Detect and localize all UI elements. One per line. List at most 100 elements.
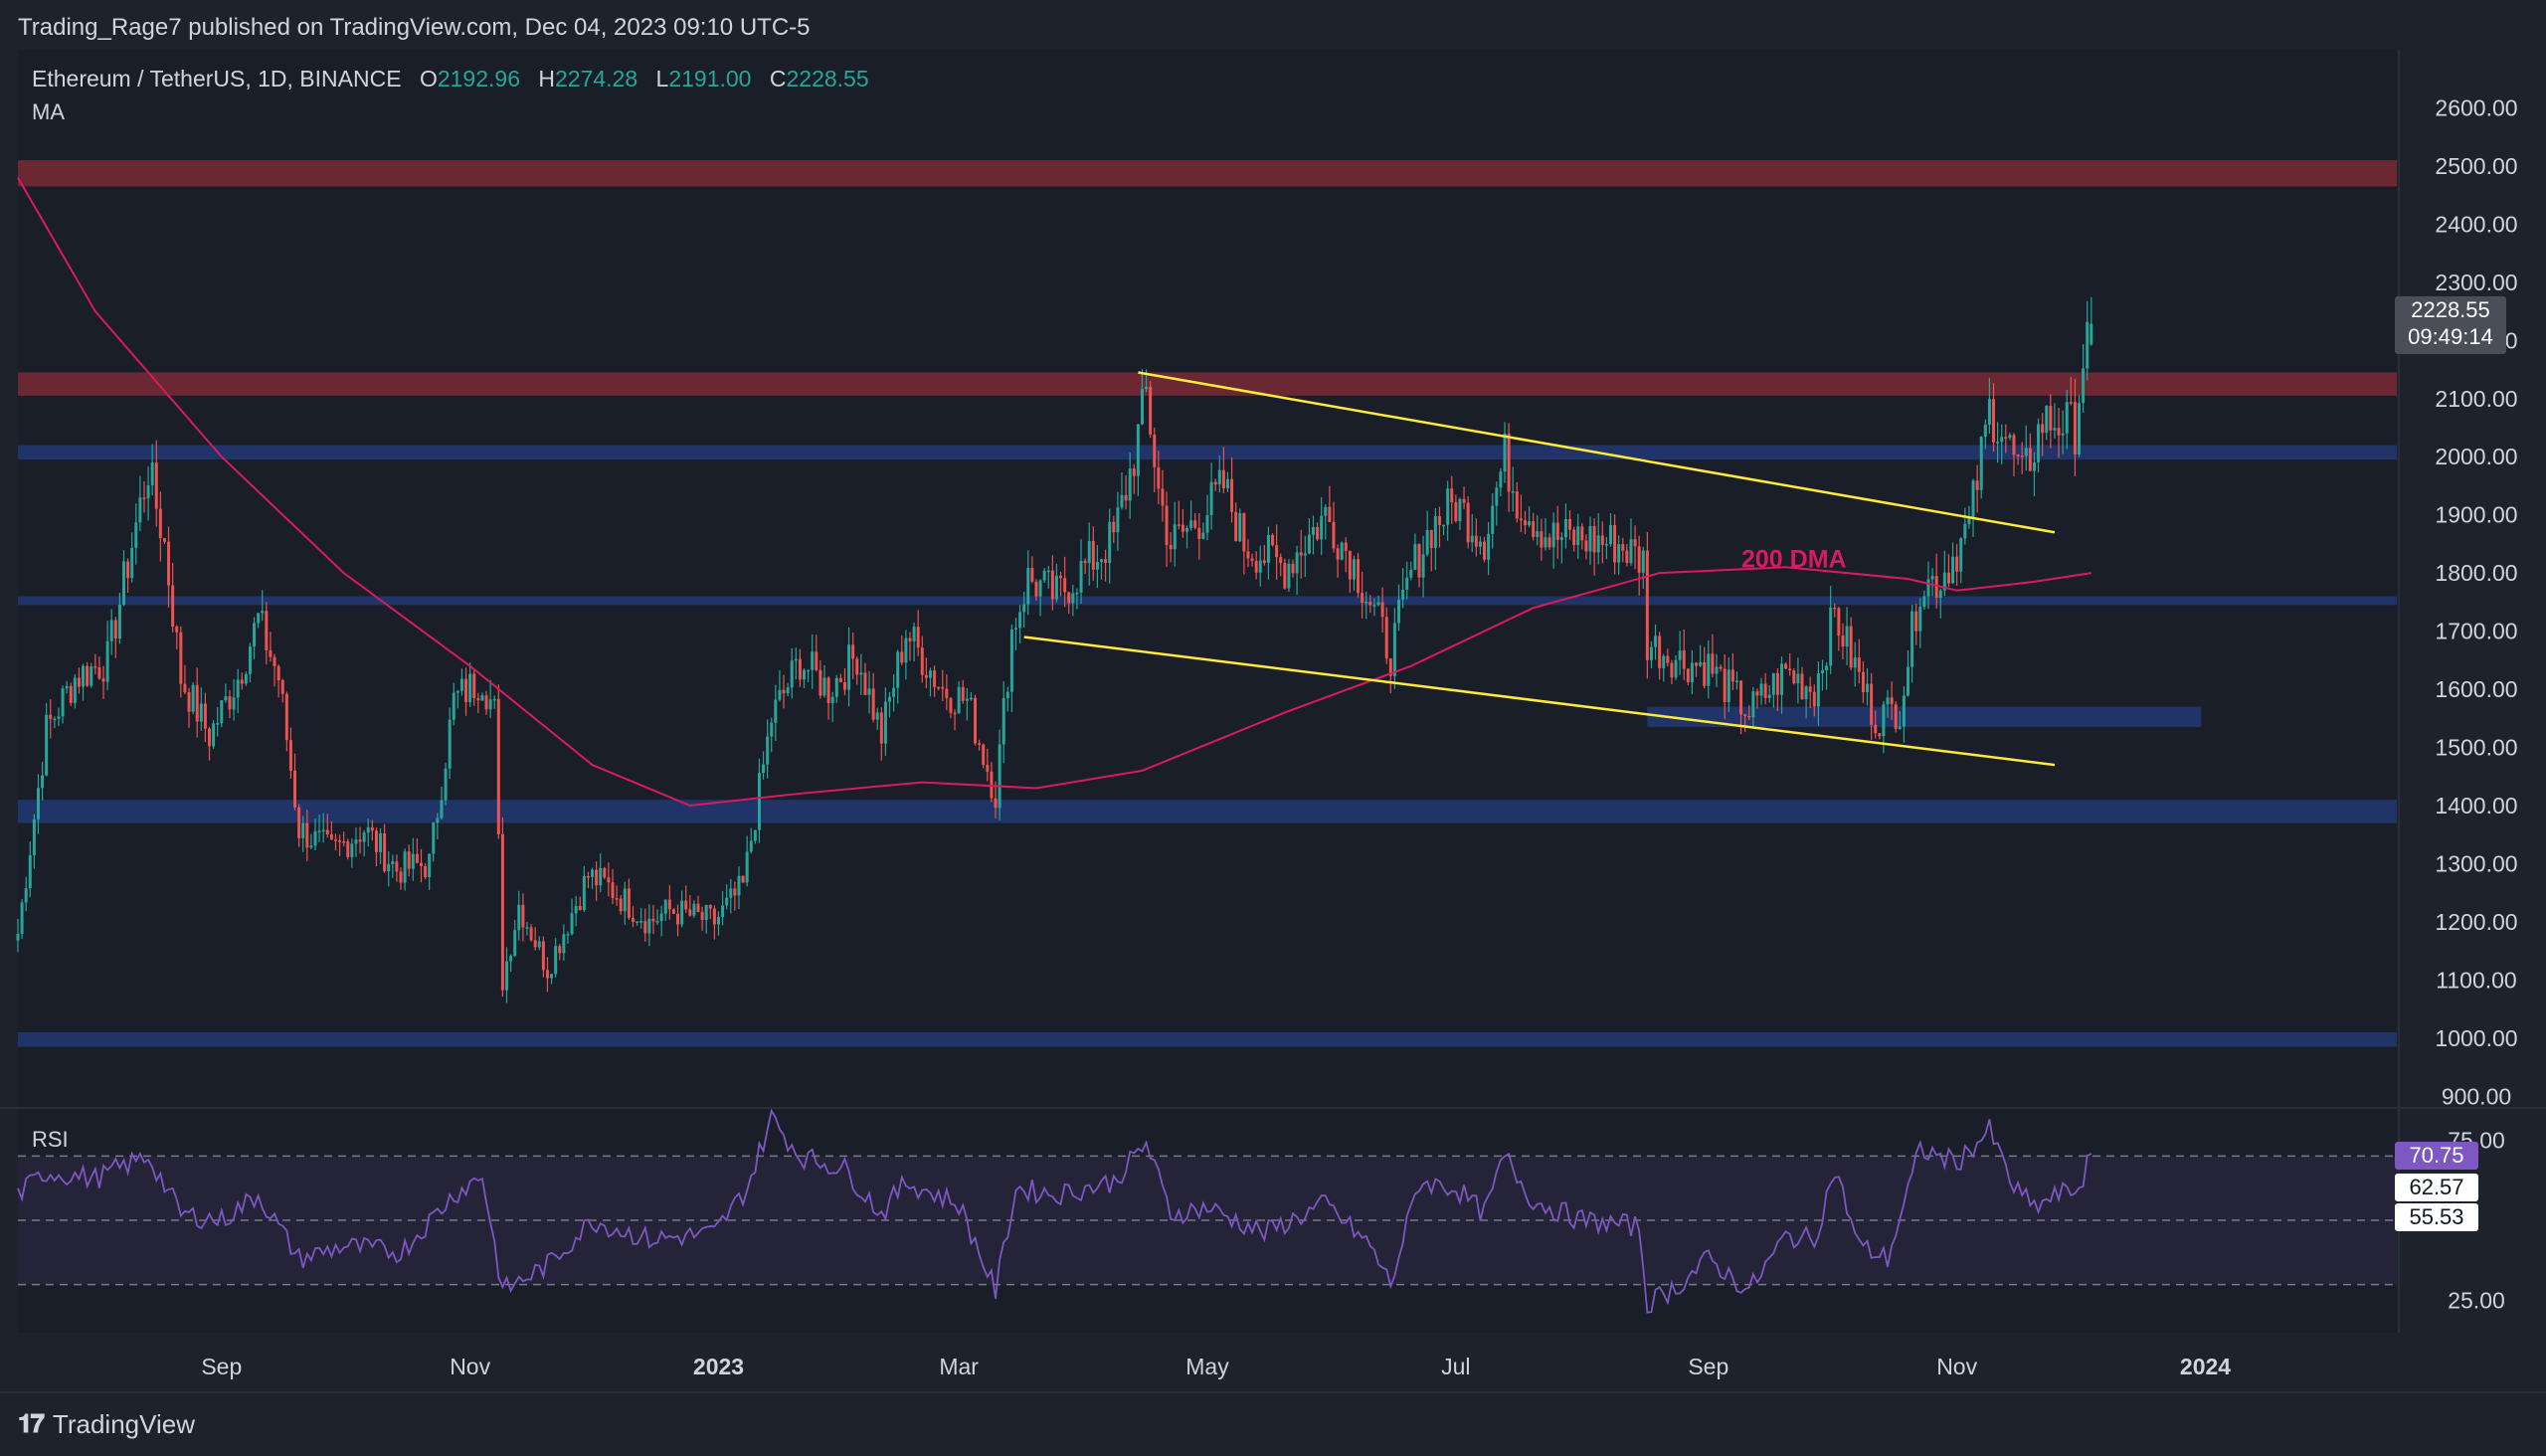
candle-body	[704, 905, 708, 921]
candle-body	[1287, 563, 1291, 589]
candle-body	[998, 744, 1001, 809]
candle-body	[45, 714, 49, 776]
candle-body	[162, 538, 166, 542]
candle-body	[244, 673, 248, 684]
ma-200-annotation: 200 DMA	[1741, 545, 1847, 573]
candle-body	[586, 875, 590, 878]
candle-body	[1128, 468, 1132, 501]
candle-body	[1780, 663, 1784, 695]
candle-body	[265, 611, 269, 651]
candle-body	[888, 696, 892, 702]
candle-body	[525, 927, 529, 929]
ma-indicator-label[interactable]: MA	[32, 99, 65, 124]
candle-body	[1429, 530, 1433, 549]
candle-body	[1250, 558, 1254, 562]
candle-body	[1120, 494, 1124, 508]
candle-body	[1283, 563, 1287, 589]
candle-body	[1483, 541, 1487, 560]
candle-body	[529, 927, 533, 941]
candle-body	[1458, 498, 1462, 522]
candle-body	[892, 687, 896, 697]
candle-body	[1596, 535, 1600, 553]
candle-body	[1734, 680, 1738, 682]
candle-body	[500, 833, 504, 991]
high-label: H	[538, 66, 555, 91]
candle-body	[1013, 628, 1017, 630]
close-value: 2228.55	[786, 66, 869, 91]
candle-body	[126, 561, 130, 579]
candle-body	[867, 688, 871, 695]
candle-body	[1079, 560, 1083, 593]
rsi-indicator-label[interactable]: RSI	[32, 1127, 69, 1152]
candle-body	[1054, 575, 1058, 600]
open-value: 2192.96	[437, 66, 520, 91]
last-price: 2228.55	[2411, 297, 2490, 322]
candle-body	[1413, 544, 1417, 570]
y-tick-label: 2600.00	[2435, 94, 2517, 120]
candle-body	[1095, 561, 1099, 570]
candle-body	[1108, 521, 1112, 563]
candle-body	[1059, 575, 1063, 579]
candle-body	[554, 946, 558, 975]
candle-body	[798, 658, 802, 680]
candle-body	[1845, 626, 1849, 647]
candle-body	[721, 905, 725, 917]
candle-body	[1649, 646, 1653, 660]
candle-body	[545, 970, 549, 979]
candle-body	[203, 703, 207, 729]
y-tick-label: 1700.00	[2435, 619, 2517, 644]
candle-body	[1938, 590, 1942, 599]
candle-body	[1703, 661, 1707, 686]
tradingview-logo-icon: 𝟏𝟕	[18, 1408, 45, 1438]
candle-body	[407, 851, 411, 869]
candle-body	[1442, 524, 1446, 527]
candle-body	[774, 699, 778, 723]
candle-body	[1266, 535, 1270, 563]
candle-body	[1730, 669, 1734, 682]
candle-body	[1087, 540, 1091, 564]
candle-body	[220, 700, 224, 724]
candle-body	[830, 696, 834, 704]
candle-body	[1063, 578, 1067, 593]
candle-body	[167, 541, 171, 586]
candle-body	[1963, 523, 1967, 539]
candle-body	[1320, 515, 1324, 540]
candle-body	[121, 561, 125, 605]
candle-body	[1866, 683, 1870, 692]
candle-body	[1384, 617, 1388, 659]
footer-brand[interactable]: 𝟏𝟕 TradingView	[18, 1408, 195, 1440]
candle-body	[1588, 526, 1592, 552]
candle-body	[558, 946, 562, 954]
candle-body	[1874, 724, 1878, 734]
candle-body	[729, 888, 733, 898]
candle-body	[615, 898, 619, 900]
candle-body	[1372, 605, 1376, 607]
candle-body	[208, 728, 212, 747]
last-candle-body	[2090, 323, 2093, 345]
candle-body	[928, 670, 932, 678]
candle-body	[1397, 599, 1401, 624]
candle-body	[1584, 540, 1588, 552]
candle-body	[1507, 433, 1511, 492]
candle-body	[1686, 668, 1690, 682]
candle-body	[1316, 527, 1320, 540]
candle-body	[986, 765, 990, 772]
candle-body	[509, 956, 513, 962]
ma-200-line	[17, 177, 2091, 808]
candle-body	[1812, 691, 1816, 707]
candle-body	[879, 712, 883, 744]
candle-body	[1193, 520, 1197, 528]
candle-body	[199, 703, 203, 722]
candle-body	[1173, 524, 1177, 550]
candle-body	[374, 830, 378, 852]
candle-body	[1136, 424, 1140, 476]
candle-body	[1967, 516, 1971, 524]
candle-body	[1792, 670, 1796, 684]
candle-body	[1870, 683, 1874, 725]
candle-body	[647, 918, 651, 934]
candle-body	[1759, 683, 1763, 696]
candle-body	[566, 934, 570, 936]
candle-body	[663, 899, 667, 914]
